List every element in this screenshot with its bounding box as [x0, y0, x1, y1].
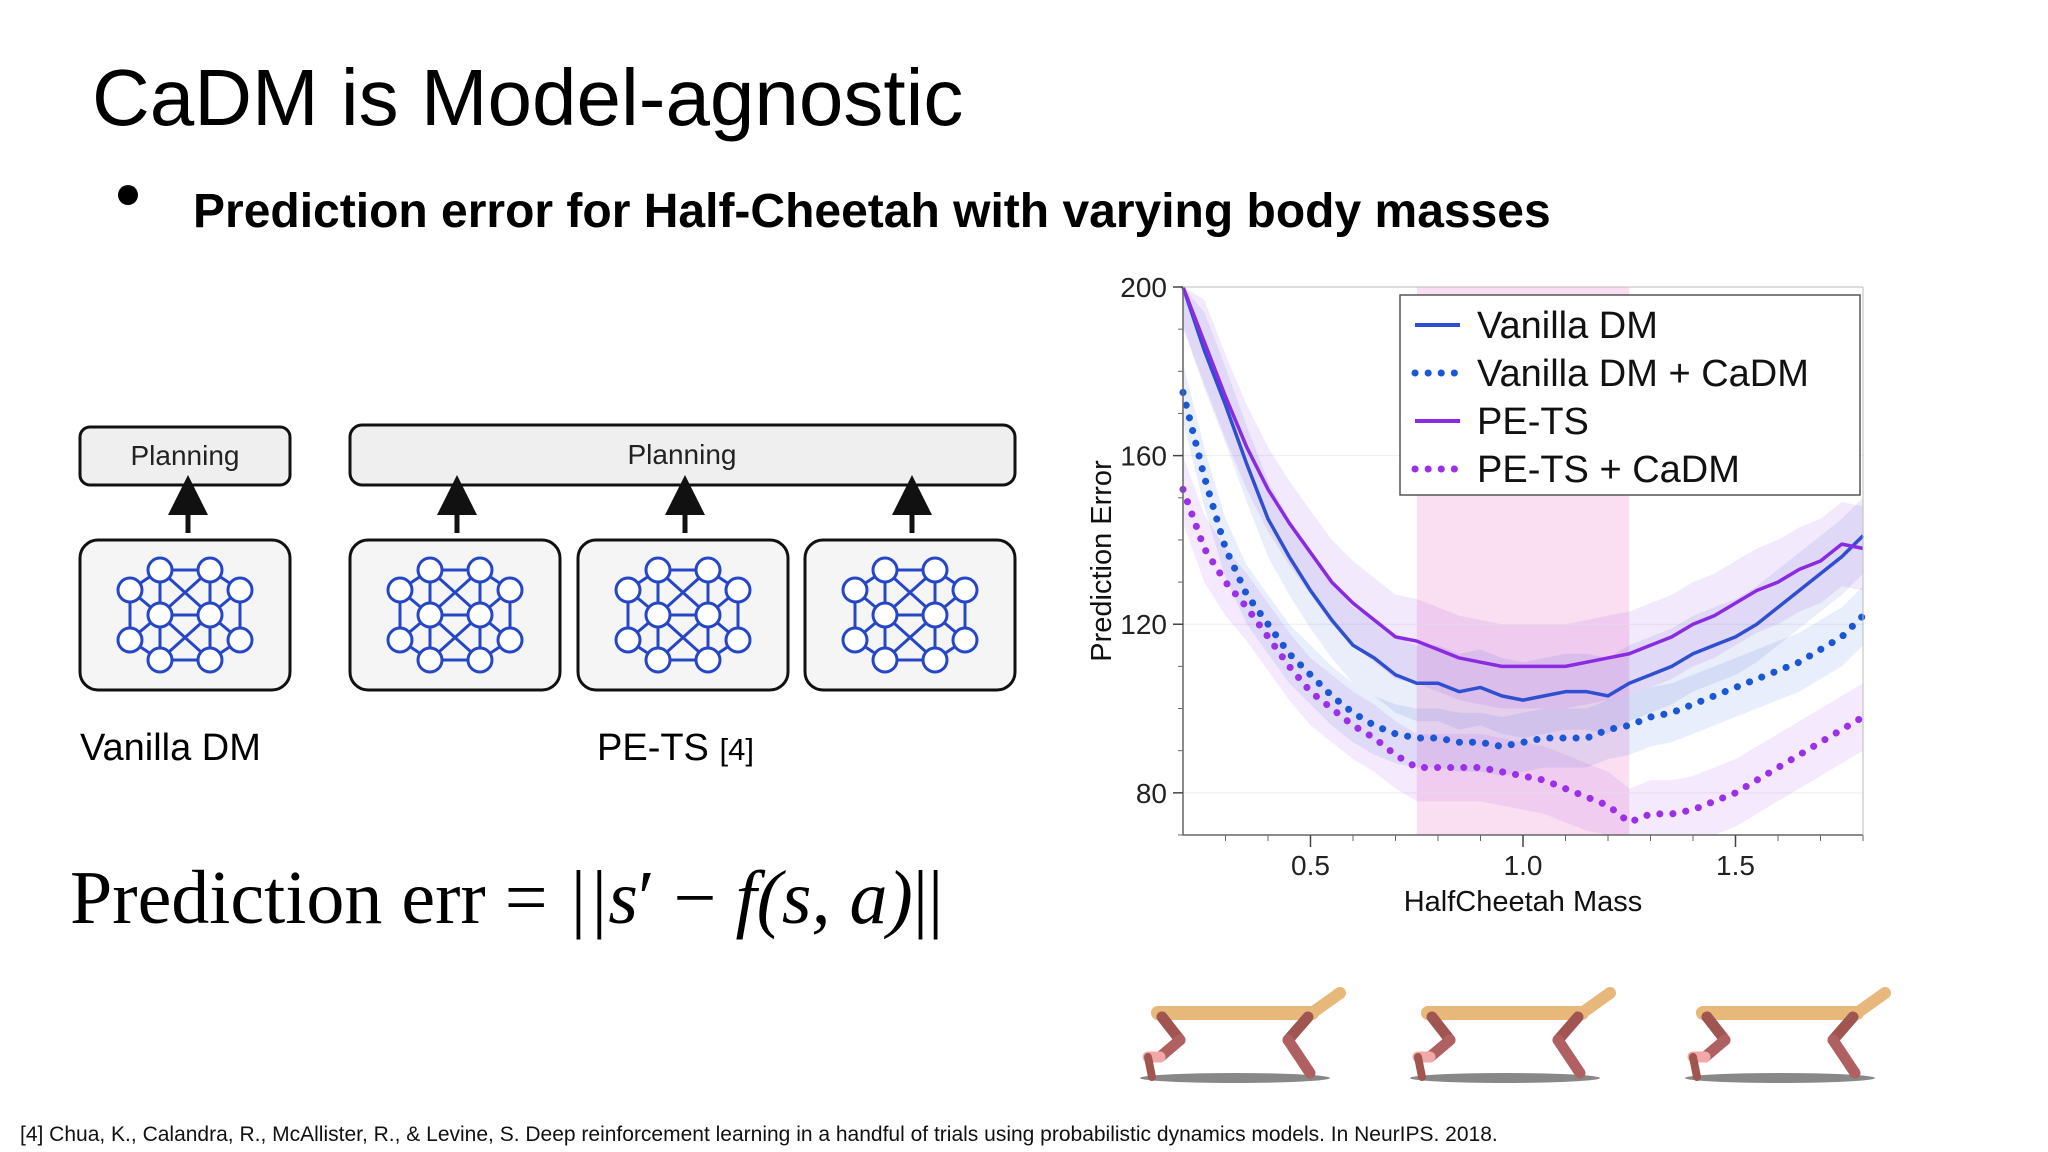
- formula-minus: −: [673, 856, 717, 940]
- legend-label: Vanilla DM + CaDM: [1477, 353, 1809, 395]
- confidence-band: [1183, 455, 1863, 835]
- caption-pets: PE-TS [4]: [597, 727, 754, 770]
- bullet-icon: [118, 185, 138, 205]
- caption-pets-name: PE-TS: [597, 727, 709, 769]
- half-cheetah-nominal: [1410, 993, 1610, 1083]
- caption-vanilla-dm: Vanilla DM: [80, 727, 261, 769]
- formula-rhs-f: f: [735, 856, 757, 940]
- planning-label-vanilla: Planning: [131, 440, 240, 471]
- y-axis-label: Prediction Error: [1086, 460, 1118, 662]
- x-tick-label: 1.5: [1716, 850, 1755, 881]
- y-tick-label: 120: [1120, 609, 1167, 640]
- x-tick-label: 0.5: [1291, 850, 1330, 881]
- half-cheetah-light: [1140, 993, 1340, 1083]
- formula-rhs-prefix: ||s: [566, 856, 638, 940]
- legend-label: PE-TS + CaDM: [1477, 449, 1740, 491]
- series-line: [1179, 485, 1867, 827]
- series-line: [1181, 286, 1864, 669]
- legend-label: Vanilla DM: [1477, 305, 1658, 347]
- y-tick-label: 160: [1120, 441, 1167, 472]
- formula-rhs-suffix: ||: [912, 856, 944, 940]
- prediction-error-chart: 80 120 160 200 0.5 1.0 1.5 HalfCheetah Mass Pred…: [1070, 270, 1970, 920]
- x-tick-label: 1.0: [1504, 850, 1543, 881]
- formula-rhs-args: (s, a): [756, 856, 913, 940]
- formula-prime: ′: [638, 856, 655, 940]
- chart-svg: 80 120 160 200 0.5 1.0 1.5 HalfCheetah Mass Pred…: [1086, 272, 1867, 918]
- bullet-text: Prediction error for Half-Cheetah with v…: [193, 185, 1551, 238]
- half-cheetah-illustrations: [1140, 985, 1940, 1085]
- caption-pets-citation: [4]: [719, 732, 754, 767]
- y-tick-label: 80: [1136, 778, 1167, 809]
- footnote: [4] Chua, K., Calandra, R., McAllister, …: [20, 1123, 1498, 1146]
- slide-title: CaDM is Model-agnostic: [92, 53, 964, 142]
- legend-box: [1399, 294, 1861, 496]
- formula-equals: =: [504, 856, 548, 940]
- x-axis-label: HalfCheetah Mass: [1404, 886, 1643, 918]
- robots-svg: [1140, 985, 1940, 1085]
- half-cheetah-heavy: [1685, 993, 1885, 1083]
- prediction-error-formula: Prediction err = ||s′ − f(s, a)||: [70, 855, 943, 942]
- model-diagram: Planning Planning: [70, 415, 1030, 710]
- legend-label: PE-TS: [1477, 401, 1589, 443]
- series-line: [1181, 286, 1865, 702]
- y-tick-label: 200: [1120, 272, 1167, 303]
- formula-lhs: Prediction err: [70, 856, 486, 940]
- model-diagram-svg: Planning Planning: [78, 423, 1017, 692]
- series-line: [1179, 388, 1867, 751]
- planning-label-pets: Planning: [628, 439, 737, 470]
